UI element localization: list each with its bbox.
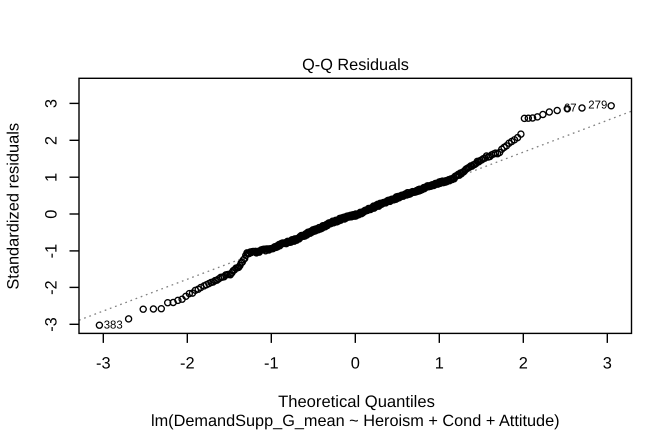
svg-text:Standardized residuals: Standardized residuals (4, 123, 22, 290)
svg-text:Q-Q Residuals: Q-Q Residuals (302, 56, 409, 74)
svg-text:Theoretical Quantiles: Theoretical Quantiles (278, 392, 435, 411)
svg-text:0: 0 (351, 354, 360, 372)
svg-text:-1: -1 (43, 244, 61, 259)
svg-text:383: 383 (104, 320, 123, 332)
svg-text:2: 2 (43, 136, 61, 145)
svg-text:1: 1 (43, 173, 61, 182)
svg-text:lm(DemandSupp_G_mean ~ Heroism: lm(DemandSupp_G_mean ~ Heroism + Cond + … (151, 412, 560, 430)
svg-text:67: 67 (564, 102, 577, 114)
svg-text:2: 2 (519, 354, 528, 372)
svg-text:1: 1 (435, 354, 444, 372)
svg-text:-1: -1 (264, 354, 279, 372)
svg-text:3: 3 (43, 99, 61, 108)
svg-text:-2: -2 (43, 280, 61, 295)
svg-text:-3: -3 (96, 354, 111, 372)
svg-text:-2: -2 (180, 354, 195, 372)
svg-text:-3: -3 (43, 317, 61, 332)
svg-text:279: 279 (588, 99, 607, 111)
svg-text:3: 3 (603, 354, 612, 372)
svg-text:0: 0 (43, 210, 61, 219)
